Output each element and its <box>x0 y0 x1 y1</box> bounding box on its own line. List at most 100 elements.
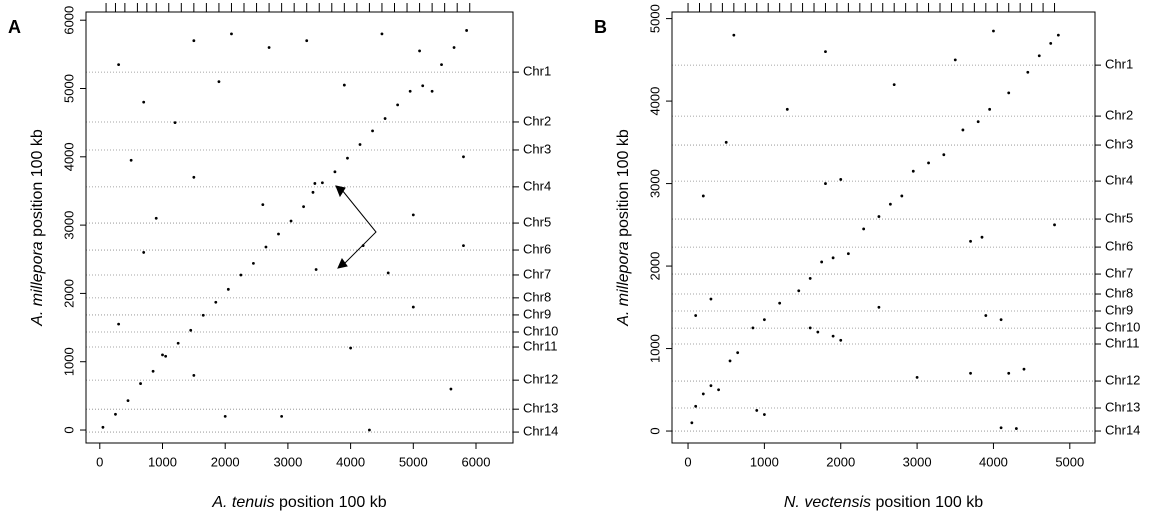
arrow-head <box>335 185 346 198</box>
point <box>969 239 972 243</box>
point <box>999 426 1003 430</box>
y-title-species: A. millepora <box>615 241 632 327</box>
x-tick-label: 6000 <box>462 454 491 469</box>
y-title-rest: position 100 kb <box>29 129 46 237</box>
point <box>709 384 713 388</box>
x-tick-label: 0 <box>96 454 103 469</box>
point <box>280 414 284 418</box>
point <box>313 182 317 185</box>
panel-label: B <box>594 17 607 37</box>
point <box>396 103 400 107</box>
point <box>223 414 227 418</box>
point <box>217 80 221 84</box>
x-tick-label: 1000 <box>750 454 779 469</box>
point <box>755 409 759 412</box>
y-tick-label: 0 <box>61 426 76 433</box>
y2-tick-label: Chr9 <box>1105 302 1133 317</box>
y-tick-label: 4000 <box>61 142 76 171</box>
y2-tick-label: Chr7 <box>1105 266 1133 281</box>
point <box>192 175 196 179</box>
plot-box <box>671 11 1096 444</box>
point <box>311 190 315 194</box>
point <box>320 181 324 185</box>
point <box>452 46 456 49</box>
x-tick-label: 2000 <box>211 454 240 469</box>
y-tick-label: 1000 <box>647 334 662 363</box>
point <box>694 314 698 317</box>
y-title-rest: position 100 kb <box>615 129 632 237</box>
point <box>230 32 233 36</box>
point <box>142 100 146 104</box>
point <box>314 268 318 271</box>
point <box>820 260 824 264</box>
point <box>305 39 309 43</box>
y2-tick-label: Chr2 <box>1105 108 1133 123</box>
point <box>953 58 957 62</box>
y2-tick-label: Chr3 <box>523 141 551 156</box>
x-tick-label: 5000 <box>399 454 428 469</box>
x-title-species: N. vectensis <box>784 494 871 511</box>
point <box>915 376 919 379</box>
arrow-path <box>341 189 377 265</box>
point <box>371 129 374 133</box>
y-tick-label: 2000 <box>61 279 76 308</box>
point <box>877 305 881 309</box>
point <box>751 326 755 330</box>
x-title-species: A. tenuis <box>211 494 274 511</box>
point <box>164 354 168 358</box>
point <box>824 50 827 53</box>
point <box>139 382 142 385</box>
x-tick-label: 4000 <box>336 454 365 469</box>
point <box>808 277 812 280</box>
point <box>192 373 196 377</box>
point <box>1026 70 1030 74</box>
point <box>117 63 121 66</box>
point <box>736 351 740 355</box>
point <box>927 161 930 165</box>
point <box>728 359 732 363</box>
point <box>888 202 892 206</box>
point <box>101 425 105 429</box>
y2-tick-label: Chr6 <box>523 241 551 256</box>
point <box>969 371 972 375</box>
point <box>114 412 117 416</box>
point <box>831 256 835 260</box>
y2-tick-label: Chr14 <box>523 424 558 439</box>
point <box>701 392 705 396</box>
point <box>762 318 766 322</box>
y2-tick-label: Chr3 <box>1105 136 1133 151</box>
point <box>430 89 434 93</box>
x-tick-label: 0 <box>684 454 691 469</box>
point <box>411 213 415 217</box>
x-title-rest: position 100 kb <box>875 494 983 511</box>
point <box>724 140 728 144</box>
point <box>267 46 271 49</box>
y2-tick-label: Chr12 <box>1105 372 1140 387</box>
x-title-rest: position 100 kb <box>279 494 387 511</box>
x-tick-label: 3000 <box>903 454 932 469</box>
point <box>892 83 896 86</box>
point <box>349 346 353 350</box>
y2-tick-label: Chr13 <box>523 401 558 416</box>
plot-box <box>85 11 514 444</box>
point <box>383 117 387 120</box>
point <box>380 32 384 36</box>
y2-tick-label: Chr8 <box>523 289 551 304</box>
point <box>408 89 412 93</box>
point <box>129 158 133 162</box>
point <box>694 404 698 408</box>
point <box>862 227 866 231</box>
point <box>154 216 158 220</box>
point <box>201 313 205 317</box>
point <box>976 120 980 124</box>
point <box>846 252 850 256</box>
point <box>126 399 130 403</box>
y2-tick-label: Chr10 <box>1105 320 1140 335</box>
y2-tick-label: Chr11 <box>523 338 557 353</box>
point <box>1037 54 1041 58</box>
point <box>762 413 766 416</box>
point <box>176 341 180 345</box>
panel-label: A <box>8 17 21 37</box>
point <box>797 289 801 293</box>
point <box>980 235 984 239</box>
